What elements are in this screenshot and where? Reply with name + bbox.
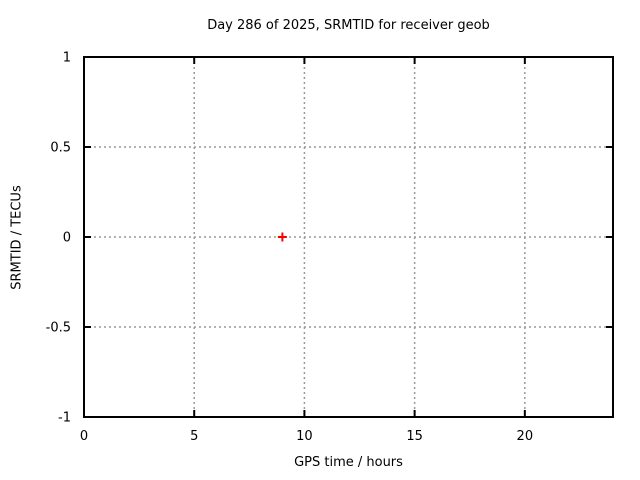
y-tick-label: 0 [63,231,71,246]
x-tick-label: 5 [190,429,198,444]
plot-border [83,56,614,418]
y-axis-label-container: SRMTID / TECUs [3,137,31,337]
y-tick-label: -0.5 [46,321,71,336]
chart-title: Day 286 of 2025, SRMTID for receiver geo… [207,18,490,33]
y-tick-label: 1 [63,51,71,66]
y-axis-label: SRMTID / TECUs [9,184,25,290]
y-tick-label: -1 [58,411,71,426]
y-tick-label: 0.5 [50,141,71,156]
x-tick-label: 15 [406,429,423,444]
x-tick-label: 0 [80,429,88,444]
x-tick-label: 20 [517,429,534,444]
x-axis-label: GPS time / hours [294,455,403,470]
x-tick-label: 10 [296,429,313,444]
